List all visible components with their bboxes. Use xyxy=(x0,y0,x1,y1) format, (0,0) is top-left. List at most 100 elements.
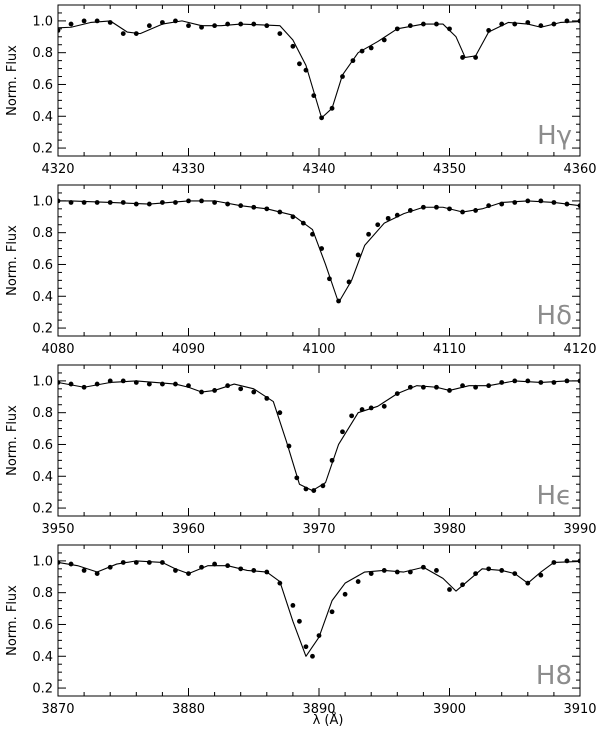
observed-point xyxy=(212,388,218,393)
x-tick-label: 3950 xyxy=(41,522,74,537)
model-line xyxy=(58,380,580,492)
plot-frame xyxy=(57,4,581,157)
observed-point xyxy=(421,204,426,210)
y-axis-label: Norm. Flux xyxy=(5,225,20,296)
observed-point xyxy=(564,558,570,564)
observed-point xyxy=(564,201,570,207)
observed-point xyxy=(460,209,465,215)
x-tick-label: 3910 xyxy=(563,702,596,717)
spectrum-panel: 3950 3960 3970 3980 3990 0.2 0.4 0.6 0.8 1.0 Norm.… xyxy=(5,364,597,537)
observed-point xyxy=(499,21,505,27)
panel-label: H8 xyxy=(536,661,572,691)
observed-point xyxy=(538,572,544,578)
observed-point xyxy=(407,384,413,390)
observed-point xyxy=(366,231,371,237)
y-tick-label: 0.2 xyxy=(32,682,53,697)
observed-point xyxy=(186,23,191,29)
observed-point xyxy=(538,380,544,385)
observed-point xyxy=(160,560,165,565)
x-tick-label: 4110 xyxy=(433,342,466,357)
observed-point xyxy=(120,200,126,205)
observed-point xyxy=(303,486,309,492)
observed-point xyxy=(327,276,332,282)
observed-point xyxy=(94,18,100,24)
observed-point xyxy=(199,198,204,204)
observed-point xyxy=(319,246,325,251)
observed-point xyxy=(238,21,244,27)
observed-point xyxy=(349,413,355,419)
x-tick-label: 3990 xyxy=(563,522,596,537)
observed-point xyxy=(551,380,557,385)
plot-frame xyxy=(57,544,581,697)
observed-point xyxy=(277,580,283,586)
observed-point xyxy=(238,386,244,392)
observed-point xyxy=(310,231,315,237)
observed-point xyxy=(473,55,478,60)
y-tick-label: 0.4 xyxy=(32,290,53,305)
observed-point xyxy=(340,429,345,435)
observed-point xyxy=(264,23,270,29)
observed-point xyxy=(199,564,204,570)
observed-point xyxy=(329,457,335,463)
observed-point xyxy=(340,74,345,79)
observed-point xyxy=(564,18,570,24)
observed-point xyxy=(199,389,204,395)
observed-point xyxy=(160,381,165,387)
y-tick-label: 0.8 xyxy=(32,46,53,61)
observed-point xyxy=(225,383,231,389)
x-tick-label: 3970 xyxy=(302,522,335,537)
y-axis-label: Norm. Flux xyxy=(5,585,20,656)
y-tick-label: 0.8 xyxy=(32,406,53,421)
observed-point xyxy=(68,200,74,205)
y-tick-label: 0.2 xyxy=(32,502,53,517)
observed-point xyxy=(303,644,309,650)
observed-point xyxy=(486,383,492,389)
observed-point xyxy=(499,380,505,385)
x-tick-label: 3980 xyxy=(433,522,466,537)
observed-point xyxy=(394,26,400,32)
observed-point xyxy=(359,407,365,412)
x-tick-label: 3890 xyxy=(302,702,335,717)
observed-point xyxy=(421,21,426,27)
x-tick-label: 4360 xyxy=(563,162,596,177)
observed-point xyxy=(94,200,100,205)
observed-point xyxy=(473,208,478,213)
y-tick-label: 0.8 xyxy=(32,226,53,241)
observed-point xyxy=(434,568,439,573)
observed-point xyxy=(146,560,152,565)
observed-point xyxy=(538,198,544,204)
observed-point xyxy=(251,568,257,573)
observed-point xyxy=(133,560,139,565)
observed-point xyxy=(68,21,74,27)
observed-point xyxy=(264,569,270,575)
observed-point xyxy=(225,21,231,27)
panel-label: Hδ xyxy=(537,301,572,331)
observed-point xyxy=(311,93,317,98)
observed-point xyxy=(300,220,306,226)
observed-point xyxy=(297,618,302,624)
observed-point xyxy=(81,18,87,24)
observed-point xyxy=(512,378,518,384)
observed-point xyxy=(225,563,231,569)
x-tick-label: 4330 xyxy=(172,162,205,177)
observed-point xyxy=(336,298,341,304)
observed-point xyxy=(68,561,74,567)
observed-point xyxy=(525,20,531,25)
observed-point xyxy=(447,388,452,393)
observed-point xyxy=(434,21,439,27)
observed-point xyxy=(564,378,570,384)
observed-point xyxy=(120,378,126,384)
y-tick-label: 1.0 xyxy=(32,194,53,209)
observed-point xyxy=(381,37,387,43)
observed-point xyxy=(264,206,270,212)
observed-point xyxy=(277,31,283,37)
observed-point xyxy=(525,378,531,384)
observed-point xyxy=(81,384,87,390)
observed-point xyxy=(297,61,302,67)
observed-point xyxy=(173,381,178,387)
observed-point xyxy=(68,381,74,387)
observed-point xyxy=(146,381,152,387)
x-tick-label: 3960 xyxy=(172,522,205,537)
y-tick-label: 1.0 xyxy=(32,554,53,569)
observed-point xyxy=(434,204,439,210)
